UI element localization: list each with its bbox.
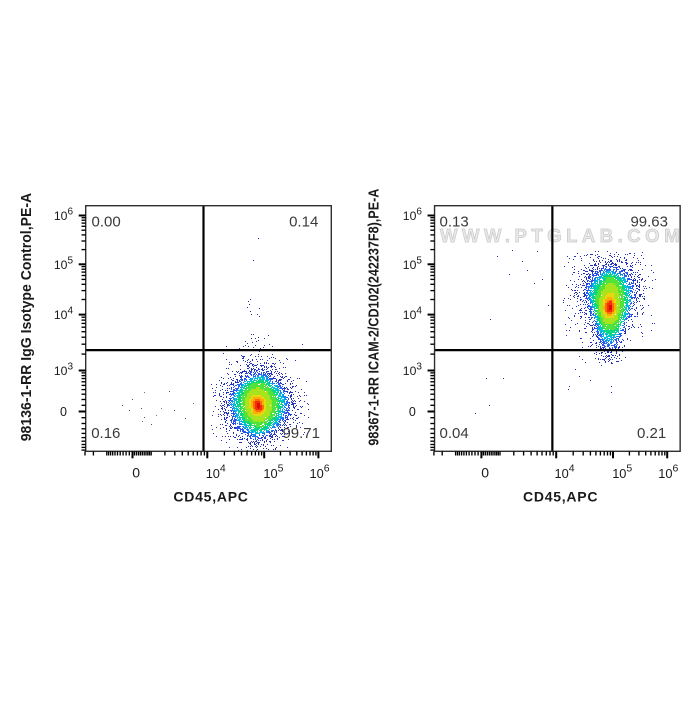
svg-text:99.63: 99.63 [630,213,668,230]
svg-text:0.16: 0.16 [91,425,120,442]
svg-text:0.21: 0.21 [637,425,666,442]
svg-text:CD45,APC: CD45,APC [173,489,248,505]
svg-text:0.00: 0.00 [92,213,121,230]
svg-text:98367-1-RR ICAM-2/CD102(242237: 98367-1-RR ICAM-2/CD102(242237F8),PE-A [367,189,383,446]
svg-text:CD45,APC: CD45,APC [523,489,598,505]
svg-text:0: 0 [481,464,489,480]
svg-text:WWW.PTGLAB.COM: WWW.PTGLAB.COM [440,225,680,246]
svg-text:0.04: 0.04 [440,425,469,442]
svg-text:0: 0 [60,405,67,419]
svg-text:0: 0 [132,464,140,480]
svg-text:0.13: 0.13 [440,213,469,230]
svg-text:99.71: 99.71 [282,425,320,442]
svg-text:0: 0 [409,405,416,419]
svg-text:98136-1-RR IgG Isotype Control: 98136-1-RR IgG Isotype Control,PE-A [19,193,35,441]
svg-text:0.14: 0.14 [289,213,318,230]
